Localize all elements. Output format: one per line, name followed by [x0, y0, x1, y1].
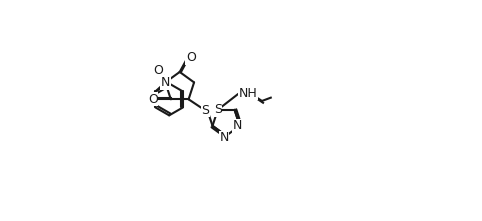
Text: O: O: [153, 64, 163, 77]
Text: N: N: [233, 119, 242, 132]
Text: O: O: [152, 64, 162, 77]
Text: O: O: [148, 93, 158, 106]
Text: S: S: [214, 103, 222, 116]
Text: N: N: [219, 131, 228, 145]
Text: NH: NH: [239, 87, 257, 100]
Text: S: S: [201, 104, 209, 117]
Text: O: O: [186, 51, 196, 64]
Text: N: N: [161, 76, 170, 89]
